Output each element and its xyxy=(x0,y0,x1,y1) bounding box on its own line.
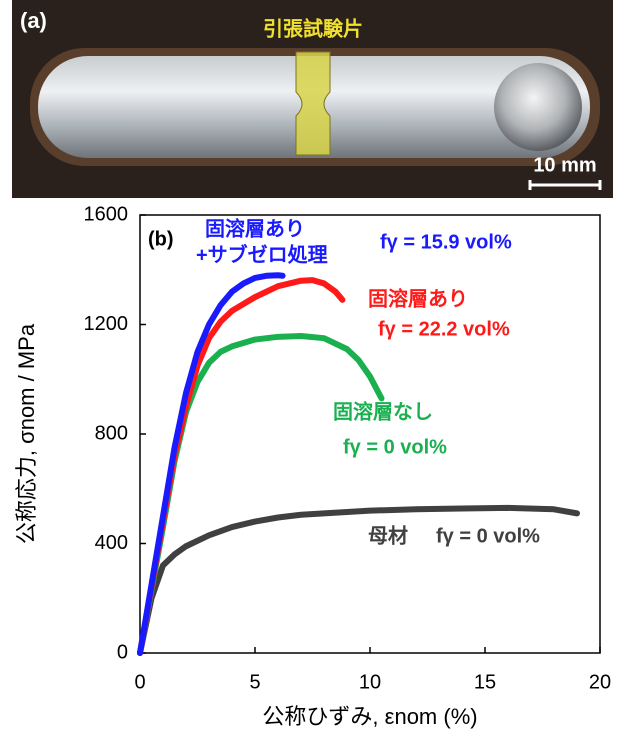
photo: 引張試験片 (a) 10 mm xyxy=(12,0,613,198)
annotation: fγ = 15.9 vol% xyxy=(380,231,512,253)
x-tick-label: 15 xyxy=(474,671,496,693)
annotation: fγ = 0 vol% xyxy=(436,525,540,547)
crater xyxy=(494,63,582,151)
figure: 引張試験片 (a) 10 mm 公称ひずみ, εnom (%) 公称応力, σn… xyxy=(0,0,626,738)
panel-label: (a) xyxy=(20,8,47,33)
y-axis-title: 公称応力, σnom / MPa xyxy=(14,323,39,544)
annotation: 固溶層あり xyxy=(368,286,468,310)
annotation: fγ = 0 vol% xyxy=(343,436,447,458)
scale-label: 10 mm xyxy=(533,154,596,176)
annotation: 固溶層なし xyxy=(333,399,433,423)
annotation: fγ = 22.2 vol% xyxy=(378,318,510,340)
x-axis-title: 公称ひずみ, εnom (%) xyxy=(262,704,477,729)
x-tick-label: 5 xyxy=(249,671,260,693)
y-tick-label: 1200 xyxy=(84,313,129,335)
x-tick-label: 20 xyxy=(589,671,611,693)
specimen-label: 引張試験片 xyxy=(263,16,363,40)
x-tick-label: 0 xyxy=(134,671,145,693)
annotation: 母材 xyxy=(368,524,408,547)
y-tick-label: 800 xyxy=(95,422,128,444)
y-tick-label: 1600 xyxy=(84,203,129,225)
x-tick-label: 10 xyxy=(359,671,381,693)
y-tick-label: 400 xyxy=(95,532,128,554)
annotation: +サブゼロ処理 xyxy=(196,242,328,266)
y-tick-label: 0 xyxy=(117,641,128,663)
plot-frame xyxy=(140,215,600,653)
annotation: 固溶層あり xyxy=(205,216,305,240)
curve xyxy=(140,336,382,653)
annotation: (b) xyxy=(148,228,174,250)
